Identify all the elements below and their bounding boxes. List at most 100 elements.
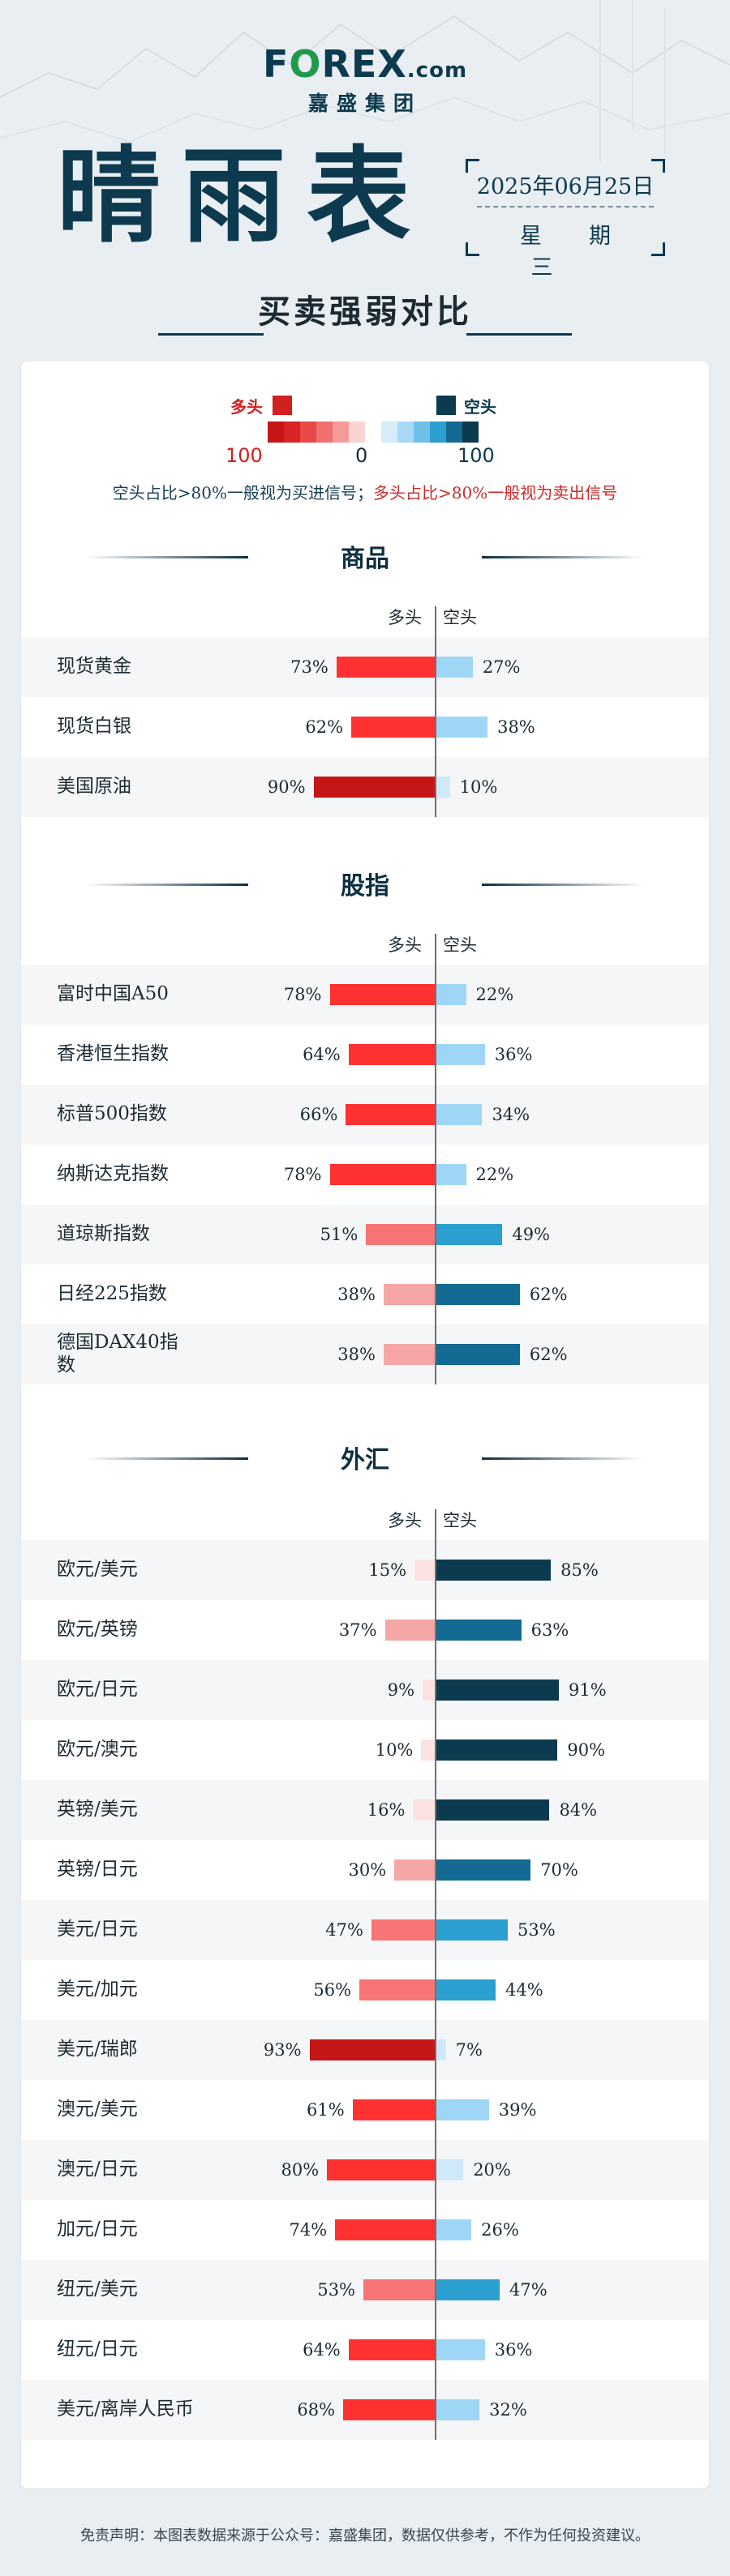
date-text: 2025年06月25日 — [476, 174, 655, 199]
scale-step — [430, 421, 446, 443]
bull-bar — [363, 2279, 435, 2300]
bull-bar — [383, 1284, 435, 1305]
bear-bar — [436, 1799, 550, 1821]
forex-logo: FOREX.com 嘉盛集团 — [0, 42, 730, 117]
bull-bar — [309, 2039, 435, 2060]
bull-bar — [336, 657, 435, 678]
bear-percent: 34% — [492, 1105, 530, 1124]
weekday-text: 星期三 — [520, 224, 658, 280]
bear-percent: 10% — [459, 777, 498, 797]
bull-percent: 56% — [313, 1980, 352, 2000]
bear-percent: 49% — [512, 1225, 551, 1244]
instrument-name: 美元/离岸人民币 — [57, 2398, 194, 2420]
instrument-name: 美元/日元 — [57, 1919, 138, 1941]
table-row: 纽元/日元 64% 36% — [21, 2320, 709, 2380]
instrument-name: 英镑/日元 — [57, 1859, 138, 1881]
header: FOREX.com 嘉盛集团 晴雨表 2025年06月25日 星期三 买卖强弱对… — [0, 0, 730, 357]
bear-bar — [436, 984, 466, 1005]
bull-bar — [352, 2099, 435, 2120]
instrument-name: 德国DAX40指数 — [57, 1332, 178, 1376]
table-row: 美元/瑞郎 93% 7% — [21, 2020, 709, 2080]
bear-percent: 20% — [473, 2160, 511, 2180]
bear-bar — [436, 1919, 508, 1941]
bull-percent: 30% — [348, 1860, 387, 1880]
table-row: 美国原油 90% 10% — [21, 757, 709, 817]
section-line-left — [86, 556, 248, 558]
instrument-name: 英镑/美元 — [57, 1799, 138, 1821]
bear-percent: 70% — [540, 1860, 578, 1880]
bull-percent: 16% — [367, 1800, 406, 1820]
section-line-right — [482, 556, 644, 558]
instrument-name: 纽元/日元 — [57, 2339, 138, 2360]
bull-percent: 38% — [337, 1345, 376, 1364]
bull-percent: 51% — [320, 1225, 359, 1244]
bull-percent: 68% — [297, 2400, 336, 2420]
section-line-left — [86, 884, 248, 886]
bull-percent: 15% — [368, 1560, 407, 1580]
bull-percent: 53% — [317, 2280, 356, 2300]
section-line-right — [482, 884, 644, 886]
bull-percent: 64% — [303, 2340, 341, 2360]
instrument-name: 富时中国A50 — [57, 983, 169, 1005]
bear-bar — [436, 1739, 558, 1761]
bull-percent: 90% — [267, 777, 306, 797]
bear-percent: 7% — [455, 2040, 483, 2060]
table-row: 欧元/英镑 37% 63% — [21, 1600, 709, 1660]
table-row: 日经225指数 38% 62% — [21, 1264, 709, 1324]
color-scale — [268, 421, 479, 443]
bear-bar — [436, 1044, 485, 1065]
table-row: 美元/离岸人民币 68% 32% — [21, 2380, 709, 2440]
bull-percent: 64% — [303, 1045, 341, 1064]
bear-bar — [436, 1284, 520, 1305]
subtitle-line-left — [158, 333, 264, 336]
bull-percent: 78% — [283, 985, 322, 1004]
scale-step — [446, 421, 462, 443]
bull-percent: 66% — [299, 1105, 338, 1124]
instrument-name: 欧元/美元 — [57, 1559, 138, 1581]
table-row: 道琼斯指数 51% 49% — [21, 1205, 709, 1264]
legend-bear-label: 空头 — [464, 397, 496, 417]
table-row: 英镑/日元 30% 70% — [21, 1840, 709, 1900]
table-row: 美元/日元 47% 53% — [21, 1900, 709, 1960]
bull-bar — [414, 1560, 435, 1581]
bull-percent: 10% — [375, 1740, 414, 1760]
bear-percent: 22% — [475, 1165, 514, 1184]
bull-percent: 38% — [337, 1285, 376, 1304]
bear-percent: 90% — [567, 1740, 606, 1760]
scale-step — [268, 421, 284, 443]
signal-note: 空头占比>80%一般视为买进信号；多头占比>80%一般视为卖出信号 — [21, 480, 709, 503]
bull-percent: 78% — [283, 1165, 322, 1184]
bear-bar — [436, 2399, 480, 2420]
bear-bar — [436, 1560, 552, 1581]
scale-step — [349, 421, 365, 443]
bull-percent: 9% — [387, 1680, 415, 1700]
bear-percent: 39% — [498, 2100, 537, 2120]
table-row: 英镑/美元 16% 84% — [21, 1780, 709, 1840]
bull-bar — [335, 2219, 435, 2240]
instrument-name: 美元/瑞郎 — [57, 2039, 138, 2060]
bull-percent: 93% — [263, 2040, 302, 2060]
center-axis-line — [435, 934, 436, 1384]
table-row: 现货黄金 73% 27% — [21, 637, 709, 697]
bear-percent: 36% — [494, 1045, 533, 1064]
bear-rule-note: 空头占比>80%一般视为买进信号； — [112, 483, 373, 503]
bull-bar — [313, 777, 435, 798]
bull-bar — [327, 2159, 435, 2180]
bull-bar — [359, 1979, 435, 2000]
bear-percent: 62% — [529, 1345, 568, 1364]
bear-percent: 53% — [517, 1920, 556, 1940]
bull-percent: 37% — [338, 1620, 377, 1640]
bull-bar — [346, 1104, 435, 1125]
bear-percent: 47% — [509, 2280, 548, 2300]
column-header-bear: 空头 — [443, 1511, 477, 1530]
instrument-name: 欧元/日元 — [57, 1679, 138, 1701]
subtitle-band: 买卖强弱对比 — [158, 282, 572, 336]
instrument-name: 欧元/澳元 — [57, 1739, 138, 1761]
bull-bar — [423, 1680, 435, 1701]
scale-step — [316, 421, 333, 443]
bear-bar — [436, 717, 488, 738]
instrument-name: 日经225指数 — [57, 1283, 167, 1305]
scale-left-value: 100 — [225, 444, 263, 467]
table-row: 欧元/澳元 10% 90% — [21, 1720, 709, 1780]
bear-bar — [436, 777, 450, 798]
